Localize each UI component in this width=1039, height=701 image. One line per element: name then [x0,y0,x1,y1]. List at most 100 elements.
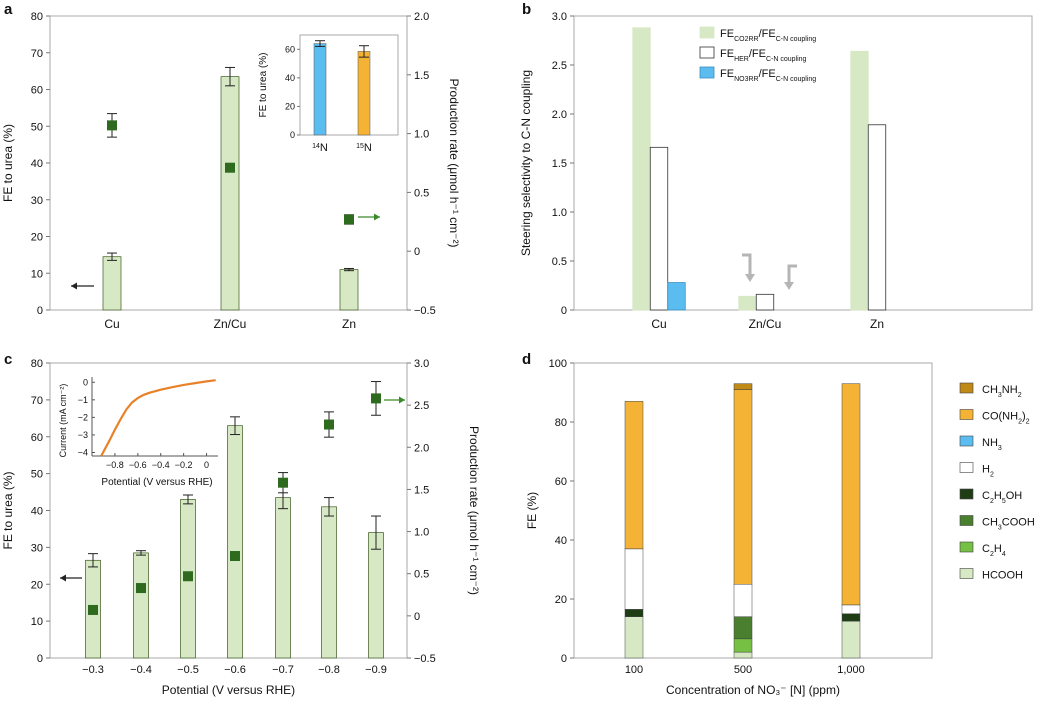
panel-a-inset-xtick-label-part: 14 [312,143,320,150]
panel-b-legend-label: FENO3RR/FEC-N coupling [720,68,816,83]
panel-c-rate-marker [136,583,146,594]
panel-d-legend-label-part: 2 [1026,418,1030,425]
panel-a-inset-xtick-label-part: N [320,142,328,154]
panel-d-legend-swatch [959,435,974,447]
panel-a-ytick-label: 60 [31,85,43,97]
panel-a-inset-ytick-label: 20 [285,101,295,111]
panel-c-y2tick-label: 1.0 [414,527,429,539]
panel-a-ytick-label: 80 [31,11,43,23]
panel-d-ytick-label: 60 [555,476,567,488]
panel-d-legend-label-part: 2 [1018,418,1022,425]
panel-d-stack-segment [733,584,753,617]
panel-d-legend-swatch [959,382,974,394]
panel-b-ytick-label: 2.5 [552,60,567,72]
panel-d-legend-label-part: H [994,543,1002,555]
panel-b-legend-label-part: HER [734,56,749,63]
panel-d-ytick-label: 100 [549,358,567,370]
panel-d-legend-label-part: ) [1022,411,1026,423]
panel-d-stack-segment [733,383,753,390]
panel-b-legend-label-part: NO3RR [734,76,759,83]
panel-a-bar [339,269,359,311]
panel-c-y2tick-label: 1.5 [414,484,429,496]
panel-b-legend-label-part: /FE [759,68,776,80]
panel-a-ytick-label: 30 [31,195,43,207]
panel-d-legend-swatch [959,568,974,579]
panel-c-rate-marker [88,604,98,615]
panel-d-legend-label-part: C [982,490,990,502]
panel-c-xtick-label: −0.7 [272,664,294,676]
panel-c-ytick-label: 60 [31,432,43,444]
panel-d-legend-label-part: NH [982,437,998,449]
panel-d-legend-label-part: 3 [998,392,1002,399]
panel-b-annotation-arrow-right [787,264,797,283]
panel-b-legend-label-part: C-N coupling [766,56,807,63]
panel-c-xtick-label: −0.5 [177,664,199,676]
panel-d-legend-label: H2 [982,464,994,479]
panel-a-xtick-label: Cu [104,317,119,331]
panel-c-inset-xtick-label: 0 [204,460,209,470]
panel-c-y2tick-label: 2.0 [414,442,429,454]
panel-c-inset-ytick-label: −4 [78,447,88,457]
panel-a-y2tick-label: 0.5 [414,187,429,199]
panel-b-legend-label-part: CO2RR [734,36,759,43]
panel-c-inset-xtick-label: −0.8 [106,460,124,470]
panel-a-y2tick-label: 0 [414,246,420,258]
panel-b-ytick-label: 0.5 [552,256,567,268]
panel-d-ytick-label: 40 [555,535,567,547]
panel-d-legend-swatch [959,541,974,553]
panel-d-stack-segment [733,638,753,653]
panel-d-legend-label-part: H [994,490,1002,502]
panel-c-ytick-label: 20 [31,579,43,591]
panel-a-ylabel: FE to urea (%) [1,124,15,202]
panel-c-inset-curve [100,379,216,457]
panel-c-inset-xtick-label: −0.2 [175,460,193,470]
panel-c-xtick-label: −0.4 [130,664,152,676]
panel-b-ytick-label: 1.5 [552,158,567,170]
panel-d-legend-label: CH3COOH [982,517,1035,532]
panel-a-xtick-label: Zn [342,317,356,331]
panel-b-bar-1 [755,293,775,311]
panel-b-ytick-label: 1.0 [552,207,567,219]
panel-b-legend-label: FECO2RR/FEC-N coupling [720,28,816,43]
panel-c-ytick-label: 70 [31,395,43,407]
panel-d-legend-label-part: 2 [990,498,994,505]
panel-b-xtick-label: Zn [870,317,884,331]
panel-d-legend-label-part: 4 [1002,551,1006,558]
panel-b-legend-label-part: C-N coupling [776,76,817,83]
panel-d-frame [573,362,933,659]
panel-b-bar-0 [632,27,651,311]
panel-c-inset-xtick-label: −0.4 [152,460,170,470]
panel-c-y2tick-label: −0.5 [414,653,436,665]
panel-c-xtick-label: −0.6 [224,664,246,676]
panel-c-xlabel: Potential (V versus RHE) [162,683,295,697]
panel-c-rate-marker [230,551,240,562]
panel-c-y2tick-label: 0.5 [414,569,429,581]
panel-d-legend-label-part: NH [1002,384,1018,396]
panel-b-annotation-arrow-right-head [784,282,794,290]
panel-label-a: a [4,1,13,18]
panel-c-inset-ylabel: Current (mA cm⁻²) [58,384,68,458]
panel-b-xtick-label: Cu [651,317,666,331]
panel-d-stack-segment [733,651,753,659]
panel-label-b: b [522,1,531,18]
panel-d-legend-label-part: H [982,464,990,476]
panel-d-legend-label: C2H4 [982,543,1006,558]
panel-c-bar [227,425,243,659]
panel-d-xtick-label: 100 [625,664,643,676]
panel-c-inset-ytick-label: −3 [78,430,88,440]
panel-b-bar-2 [667,282,686,311]
panel-b-legend-swatch [699,66,715,79]
panel-a-y2tick-label: 1.0 [414,129,429,141]
panel-a-inset-xtick-label: 14N [312,142,328,154]
panel-d-ytick-label: 0 [561,653,567,665]
panel-d-legend-label: CO(NH2)2 [982,411,1030,426]
panel-a-rate-marker [225,162,235,173]
panel-c-ylabel: FE to urea (%) [1,471,15,549]
panel-c-inset-ytick-label: −2 [78,412,88,422]
panel-a-inset-xtick-label: 15N [356,142,372,154]
panel-a-ytick-label: 40 [31,158,43,170]
panel-a-y2tick-label: −0.5 [414,305,436,317]
panel-a-inset-xtick-label-part: 15 [356,143,364,150]
panel-c-rate-marker [324,419,334,430]
